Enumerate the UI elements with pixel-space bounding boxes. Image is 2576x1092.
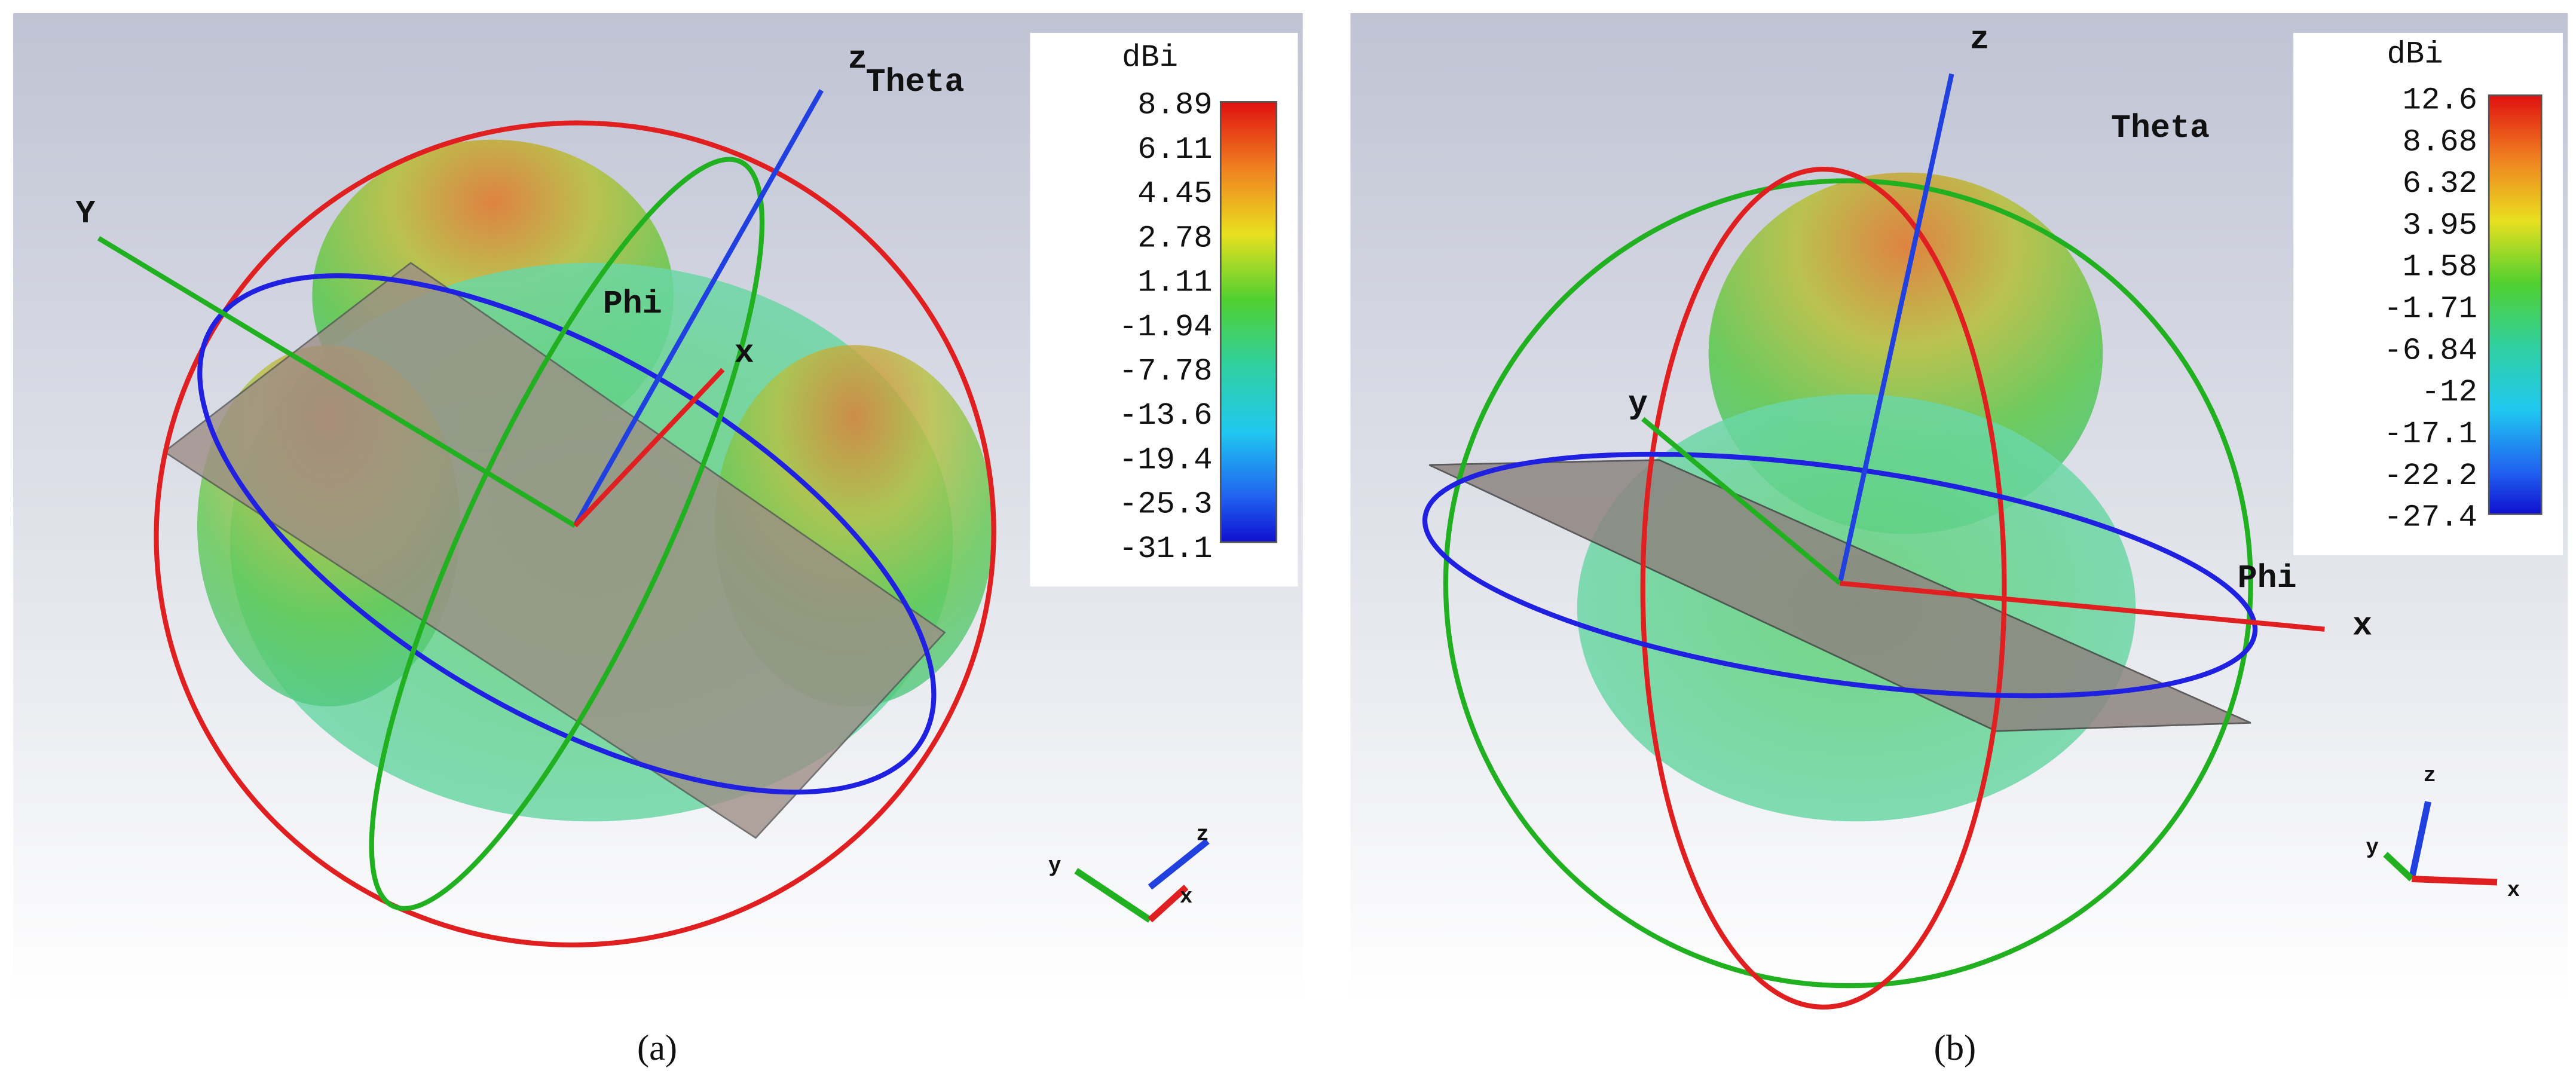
colorbar-tick-label: 1.11: [1137, 265, 1212, 301]
mini-axis-label: x: [1180, 885, 1192, 909]
colorbar-tick-label: -31.1: [1119, 531, 1213, 567]
y-axis: [97, 236, 577, 528]
y-axis: [1641, 417, 1842, 585]
mini-axis-label: z: [1196, 822, 1209, 847]
colorbar-tick-label: -6.84: [2384, 333, 2477, 368]
colorbar-tick-label: 8.89: [1137, 88, 1212, 123]
colorbar-tick-label: -7.78: [1119, 354, 1213, 389]
antenna-board: [163, 262, 946, 839]
caption: (b): [1934, 1028, 1977, 1068]
axis-label: Phi: [2238, 559, 2297, 597]
antenna-board: [1428, 459, 2251, 732]
theta-ring: [154, 120, 996, 947]
colorbar-tick-label: 4.45: [1137, 176, 1212, 212]
axis-label: y: [1628, 386, 1648, 423]
panel-b: [1350, 13, 2568, 1010]
colorbar-tick-label: 6.11: [1137, 132, 1212, 167]
colorbar: [1219, 101, 1278, 543]
ring: [369, 157, 765, 911]
mini-z: [1148, 838, 1210, 890]
axis-label: x: [2352, 607, 2372, 645]
axis-label: Theta: [2111, 109, 2210, 147]
colorbar-tick-label: -17.1: [2384, 417, 2477, 452]
axis-label: Theta: [866, 63, 965, 101]
colorbar: [2488, 94, 2543, 515]
colorbar-tick-label: -12: [2421, 375, 2477, 410]
z-axis: [573, 89, 824, 527]
mini-x: [2411, 876, 2498, 886]
x-axis: [1840, 580, 2325, 632]
colorbar-tick-label: -19.4: [1119, 442, 1213, 478]
z-axis: [1837, 73, 1954, 584]
theta-ring: [1443, 178, 2253, 989]
mini-z: [2408, 801, 2431, 880]
phi-ring: [1422, 451, 2258, 699]
colorbar-tick-label: -1.71: [2384, 292, 2477, 327]
colorbar-tick-label: -1.94: [1119, 310, 1213, 345]
axis-label: Y: [76, 195, 96, 233]
colorbar-tick-label: 1.58: [2403, 250, 2477, 285]
colorbar-tick-label: 8.68: [2403, 124, 2477, 160]
axis-label: Phi: [603, 285, 662, 323]
colorbar-tick-label: -13.6: [1119, 398, 1213, 433]
axis-label: z: [848, 40, 867, 78]
mini-axis-label: y: [1048, 854, 1061, 878]
mini-x: [1148, 885, 1189, 923]
mini-axis-label: y: [2366, 836, 2378, 860]
x-axis: [573, 368, 725, 528]
colorbar-unit: dBi: [2387, 37, 2443, 72]
axis-label: z: [1970, 20, 1990, 58]
mini-axis-label: x: [2507, 878, 2520, 903]
panel-a: [13, 13, 1303, 1006]
colorbar-tick-label: 3.95: [2403, 208, 2477, 243]
colorbar-tick-label: -22.2: [2384, 458, 2477, 494]
colorbar-unit: dBi: [1122, 40, 1178, 75]
colorbar-tick-label: 12.6: [2403, 82, 2477, 118]
colorbar-tick-label: -25.3: [1119, 487, 1213, 522]
mini-y: [2383, 852, 2414, 882]
mini-axis-label: z: [2424, 763, 2436, 788]
caption: (a): [637, 1028, 677, 1068]
axis-label: x: [735, 334, 754, 372]
colorbar-tick-label: -27.4: [2384, 500, 2477, 536]
colorbar-tick-label: 2.78: [1137, 221, 1212, 256]
mini-y: [1074, 868, 1152, 923]
ring: [1640, 166, 2007, 1010]
colorbar-tick-label: 6.32: [2403, 166, 2477, 201]
